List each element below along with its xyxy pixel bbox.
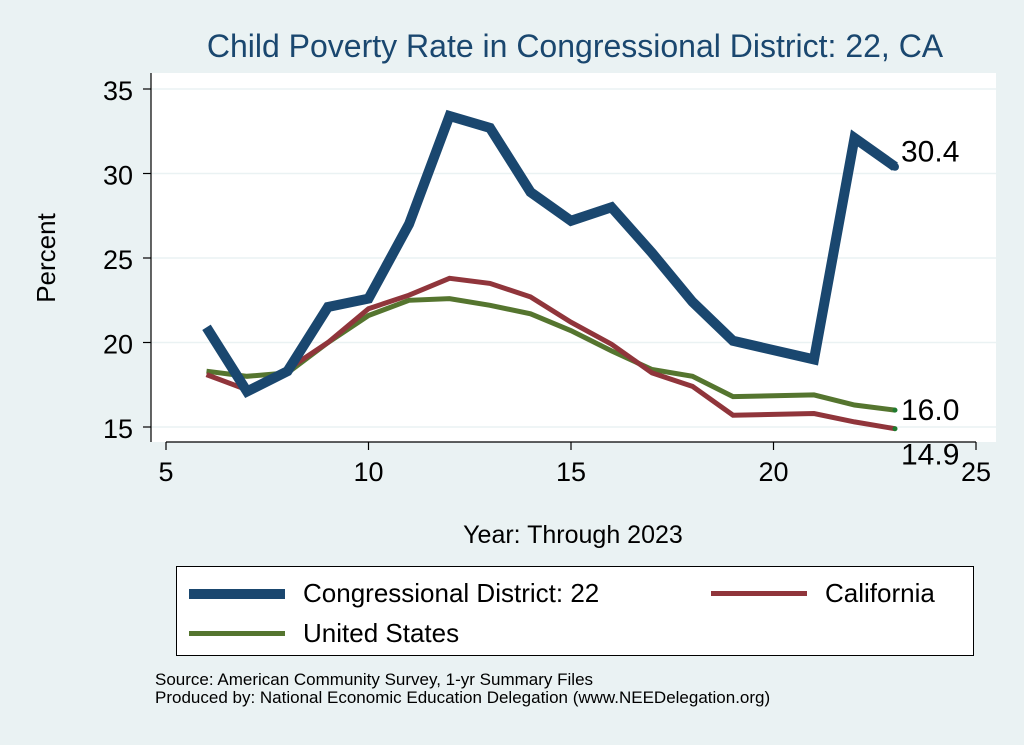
x-tick-label: 20	[758, 457, 788, 487]
y-axis-title: Percent	[31, 212, 61, 302]
chart-plot: 15 20 25 30 35 5 10 15 20 25 30.4 14.9 16.0 Percent…	[31, 73, 996, 549]
legend-label-california: California	[825, 578, 935, 608]
y-tick-label: 35	[103, 76, 133, 106]
x-tick-label: 5	[158, 457, 173, 487]
series-end-label-0: 30.4	[901, 136, 959, 169]
legend-swatch-california	[711, 591, 807, 596]
legend-swatch-united-states	[189, 631, 285, 636]
producer-note: Produced by: National Economic Education…	[155, 688, 771, 707]
legend: Congressional District: 22 California Un…	[176, 566, 974, 656]
x-tick-label: 10	[353, 457, 383, 487]
legend-swatch-district	[189, 588, 285, 599]
legend-label-district: Congressional District: 22	[303, 578, 600, 608]
footer: Source: American Community Survey, 1-yr …	[155, 671, 770, 707]
x-tick-label: 15	[556, 457, 586, 487]
series-end-label-2: 16.0	[901, 394, 959, 427]
legend-item-united-states: United States	[189, 618, 459, 649]
series-end-label-1: 14.9	[901, 439, 959, 472]
x-axis-title: Year: Through 2023	[463, 521, 683, 549]
y-tick-label: 20	[103, 330, 133, 360]
chart-title: Child Poverty Rate in Congressional Dist…	[206, 28, 944, 64]
y-tick-label: 30	[103, 161, 133, 191]
y-tick-label: 15	[103, 414, 133, 444]
x-tick-label: 25	[961, 457, 991, 487]
series-line-0	[202, 109, 898, 399]
series-end-point-1	[892, 426, 898, 432]
legend-item-california: California	[711, 578, 935, 609]
series-end-point-2	[892, 407, 898, 413]
legend-item-district: Congressional District: 22	[189, 578, 599, 609]
legend-label-united-states: United States	[303, 618, 460, 648]
series-line-1	[205, 275, 896, 432]
source-note: Source: American Community Survey, 1-yr …	[155, 670, 594, 689]
y-tick-label: 25	[103, 245, 133, 275]
series-end-point-0	[891, 162, 899, 171]
